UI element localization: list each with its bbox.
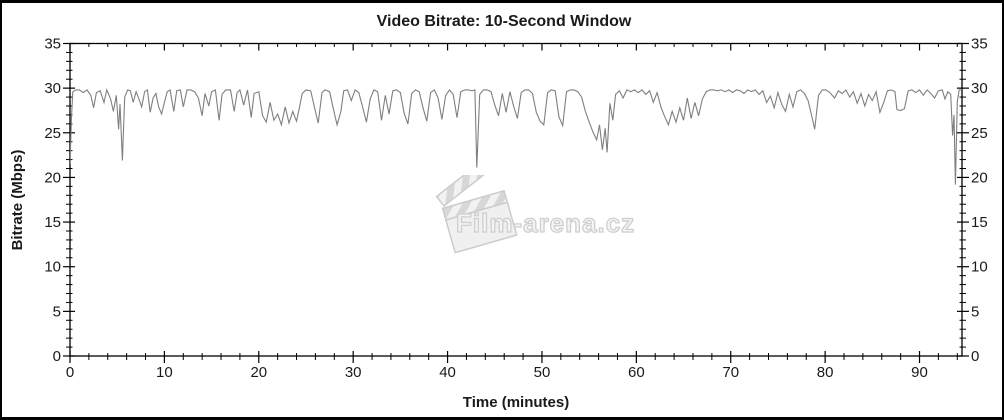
y-tick-label-left: 25 [44, 125, 61, 142]
x-tick-label: 80 [817, 364, 834, 381]
x-tick-label: 0 [66, 364, 74, 381]
y-tick-label-right: 0 [971, 348, 979, 365]
chart-title: Video Bitrate: 10-Second Window [377, 13, 632, 30]
y-tick-label-left: 10 [44, 259, 61, 276]
axis-ticks [63, 42, 969, 363]
y-tick-label-right: 20 [971, 169, 988, 186]
y-tick-label-right: 25 [971, 125, 988, 142]
y-tick-label-left: 30 [44, 80, 61, 97]
x-tick-label: 90 [911, 364, 928, 381]
x-tick-label: 20 [250, 364, 267, 381]
y-tick-label-right: 35 [971, 36, 988, 53]
x-axis-label: Time (minutes) [463, 394, 569, 411]
x-tick-label: 50 [534, 364, 551, 381]
bitrate-chart: Video Bitrate: 10-Second Window 0 10 20 30 4… [9, 13, 988, 411]
y-tick-label-left: 0 [53, 348, 61, 365]
y-tick-label-right: 30 [971, 80, 988, 97]
x-tick-label: 70 [722, 364, 739, 381]
y-tick-label-left: 20 [44, 169, 61, 186]
y-tick-label-right: 5 [971, 303, 979, 320]
y-tick-label-left: 5 [53, 303, 61, 320]
bitrate-trace [70, 88, 962, 185]
y-tick-label-left: 15 [44, 214, 61, 231]
y-axis-label: Bitrate (Mbps) [9, 150, 26, 251]
y-tick-label-right: 15 [971, 214, 988, 231]
x-tick-label: 30 [345, 364, 362, 381]
x-tick-label: 60 [628, 364, 645, 381]
plot-frame [69, 42, 963, 357]
y-tick-label-right: 10 [971, 259, 988, 276]
x-tick-label: 40 [439, 364, 456, 381]
x-tick-label: 10 [156, 364, 173, 381]
y-tick-label-left: 35 [44, 36, 61, 53]
